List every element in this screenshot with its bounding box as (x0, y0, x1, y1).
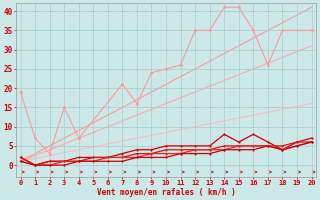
X-axis label: Vent moyen/en rafales ( km/h ): Vent moyen/en rafales ( km/h ) (97, 188, 236, 197)
